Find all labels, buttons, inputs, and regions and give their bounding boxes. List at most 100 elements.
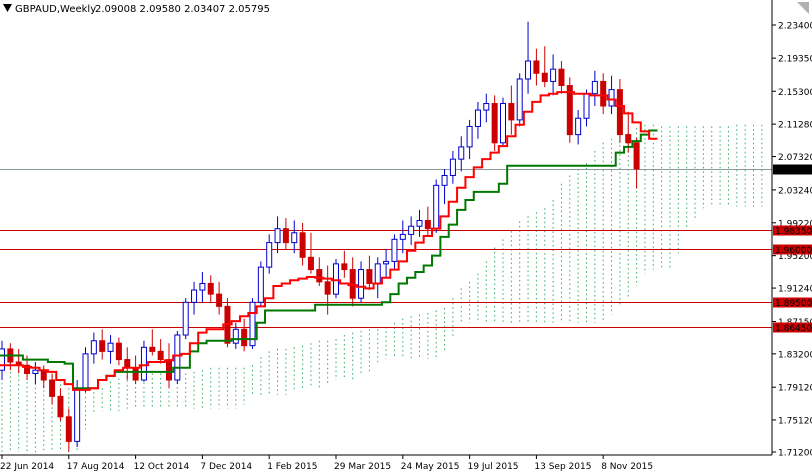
candle-body	[550, 68, 557, 82]
candle-body	[174, 334, 181, 381]
level-labels: 1.98350 1.96000 1.89500 1.86450 2.05795	[773, 164, 812, 334]
x-tick-label: 7 Dec 2014	[200, 462, 252, 472]
current-price-box	[773, 164, 812, 175]
candle-body	[24, 364, 31, 374]
level-label: 1.89500	[775, 299, 812, 309]
candle-body	[316, 269, 323, 283]
candle-body	[74, 387, 81, 442]
ohlc-values: 2.09008 2.09580 2.03407 2.05795	[95, 4, 270, 15]
y-tick-label: 2.15300	[778, 88, 812, 98]
x-tick-label: 8 Nov 2015	[601, 462, 653, 472]
candle-body	[391, 238, 398, 262]
candle-body	[591, 80, 598, 95]
y-tick-label: 2.23400	[778, 22, 812, 32]
candle-body	[333, 263, 339, 295]
level-label-box	[773, 244, 812, 255]
candle-body	[232, 328, 239, 344]
candle-body	[625, 134, 632, 144]
candle-body	[282, 228, 289, 244]
candle-body	[166, 359, 172, 381]
candle-body	[500, 103, 506, 144]
y-tick-label: 1.99220	[778, 219, 812, 229]
candle-body	[533, 60, 540, 74]
candle-body	[124, 359, 131, 369]
candle-body	[399, 233, 406, 240]
candle-body	[132, 367, 139, 381]
candle-body	[140, 346, 147, 381]
candle-body	[207, 282, 214, 295]
candle-body	[115, 342, 122, 361]
candle-body	[266, 242, 273, 268]
candle-body	[525, 60, 532, 80]
candle-body	[616, 89, 623, 136]
y-tick-label: 1.75120	[778, 416, 812, 426]
x-tick-label: 29 Mar 2015	[334, 462, 391, 472]
candle-body	[257, 266, 264, 303]
candle-body	[241, 328, 248, 347]
level-label: 1.98350	[775, 227, 812, 237]
x-tick-label: 1 Feb 2015	[267, 462, 317, 472]
candle-body	[40, 369, 47, 381]
y-tick-label: 2.19350	[778, 55, 812, 65]
symbol-label: GBPAUD,Weekly	[15, 4, 96, 15]
y-tick-label: 1.71200	[778, 449, 812, 459]
candle-body	[508, 103, 515, 121]
candle-body	[558, 68, 565, 87]
candle-body	[416, 220, 423, 227]
level-label: 1.86450	[775, 324, 812, 334]
candle-body	[324, 281, 331, 295]
x-tick-label: 22 Jun 2014	[0, 462, 54, 472]
candle-body	[249, 301, 256, 347]
current-price-label: 2.05795	[775, 166, 812, 176]
y-tick-label: 2.11280	[778, 121, 812, 131]
candle-body	[608, 89, 615, 107]
tenkan-line	[0, 91, 658, 391]
candle-body	[424, 220, 431, 230]
x-tick-label: 19 Jul 2015	[468, 462, 519, 472]
x-tick-label: 17 Aug 2014	[67, 462, 125, 472]
chevron-down-icon[interactable]	[3, 4, 12, 12]
corner-icon[interactable]	[797, 2, 809, 14]
candle-body	[216, 293, 223, 307]
candle-body	[291, 232, 298, 244]
candle-body	[358, 269, 365, 299]
y-tick-label: 1.91240	[778, 285, 812, 295]
time-axis: 22 Jun 2014 17 Aug 2014 12 Oct 2014 7 Dec 2…	[0, 455, 653, 472]
candle-body	[341, 263, 348, 271]
x-tick-label: 13 Sep 2015	[534, 462, 591, 472]
x-tick-label: 12 Oct 2014	[134, 462, 190, 472]
candle-body	[433, 184, 440, 230]
candle-body	[441, 175, 448, 186]
y-tick-label: 1.95200	[778, 252, 812, 262]
candle-body	[90, 340, 97, 355]
candle-body	[491, 103, 498, 144]
level-label-box	[773, 297, 812, 308]
candle-body	[182, 301, 189, 336]
y-tick-label: 1.83200	[778, 350, 812, 360]
candle-body	[49, 379, 56, 397]
candle-body	[566, 85, 573, 136]
candle-body	[99, 340, 106, 352]
candle-body	[299, 232, 306, 258]
candle-body	[199, 282, 206, 291]
candle-body	[483, 103, 490, 111]
candle-body	[82, 353, 89, 389]
x-tick-label: 24 May 2015	[401, 462, 460, 472]
candle-body	[149, 346, 156, 352]
y-tick-label: 2.07320	[778, 153, 812, 163]
candlesticks	[0, 21, 640, 452]
candle-body	[349, 269, 356, 299]
candle-body	[458, 146, 465, 160]
level-label-box	[773, 322, 812, 333]
candle-body	[541, 72, 548, 82]
candle-body	[32, 369, 39, 374]
candle-body	[474, 109, 481, 127]
candle-body	[633, 142, 640, 170]
candle-body	[466, 125, 473, 148]
candle-body	[157, 350, 164, 361]
candle-body	[408, 225, 415, 235]
candle-body	[191, 289, 198, 303]
candle-body	[65, 416, 72, 442]
